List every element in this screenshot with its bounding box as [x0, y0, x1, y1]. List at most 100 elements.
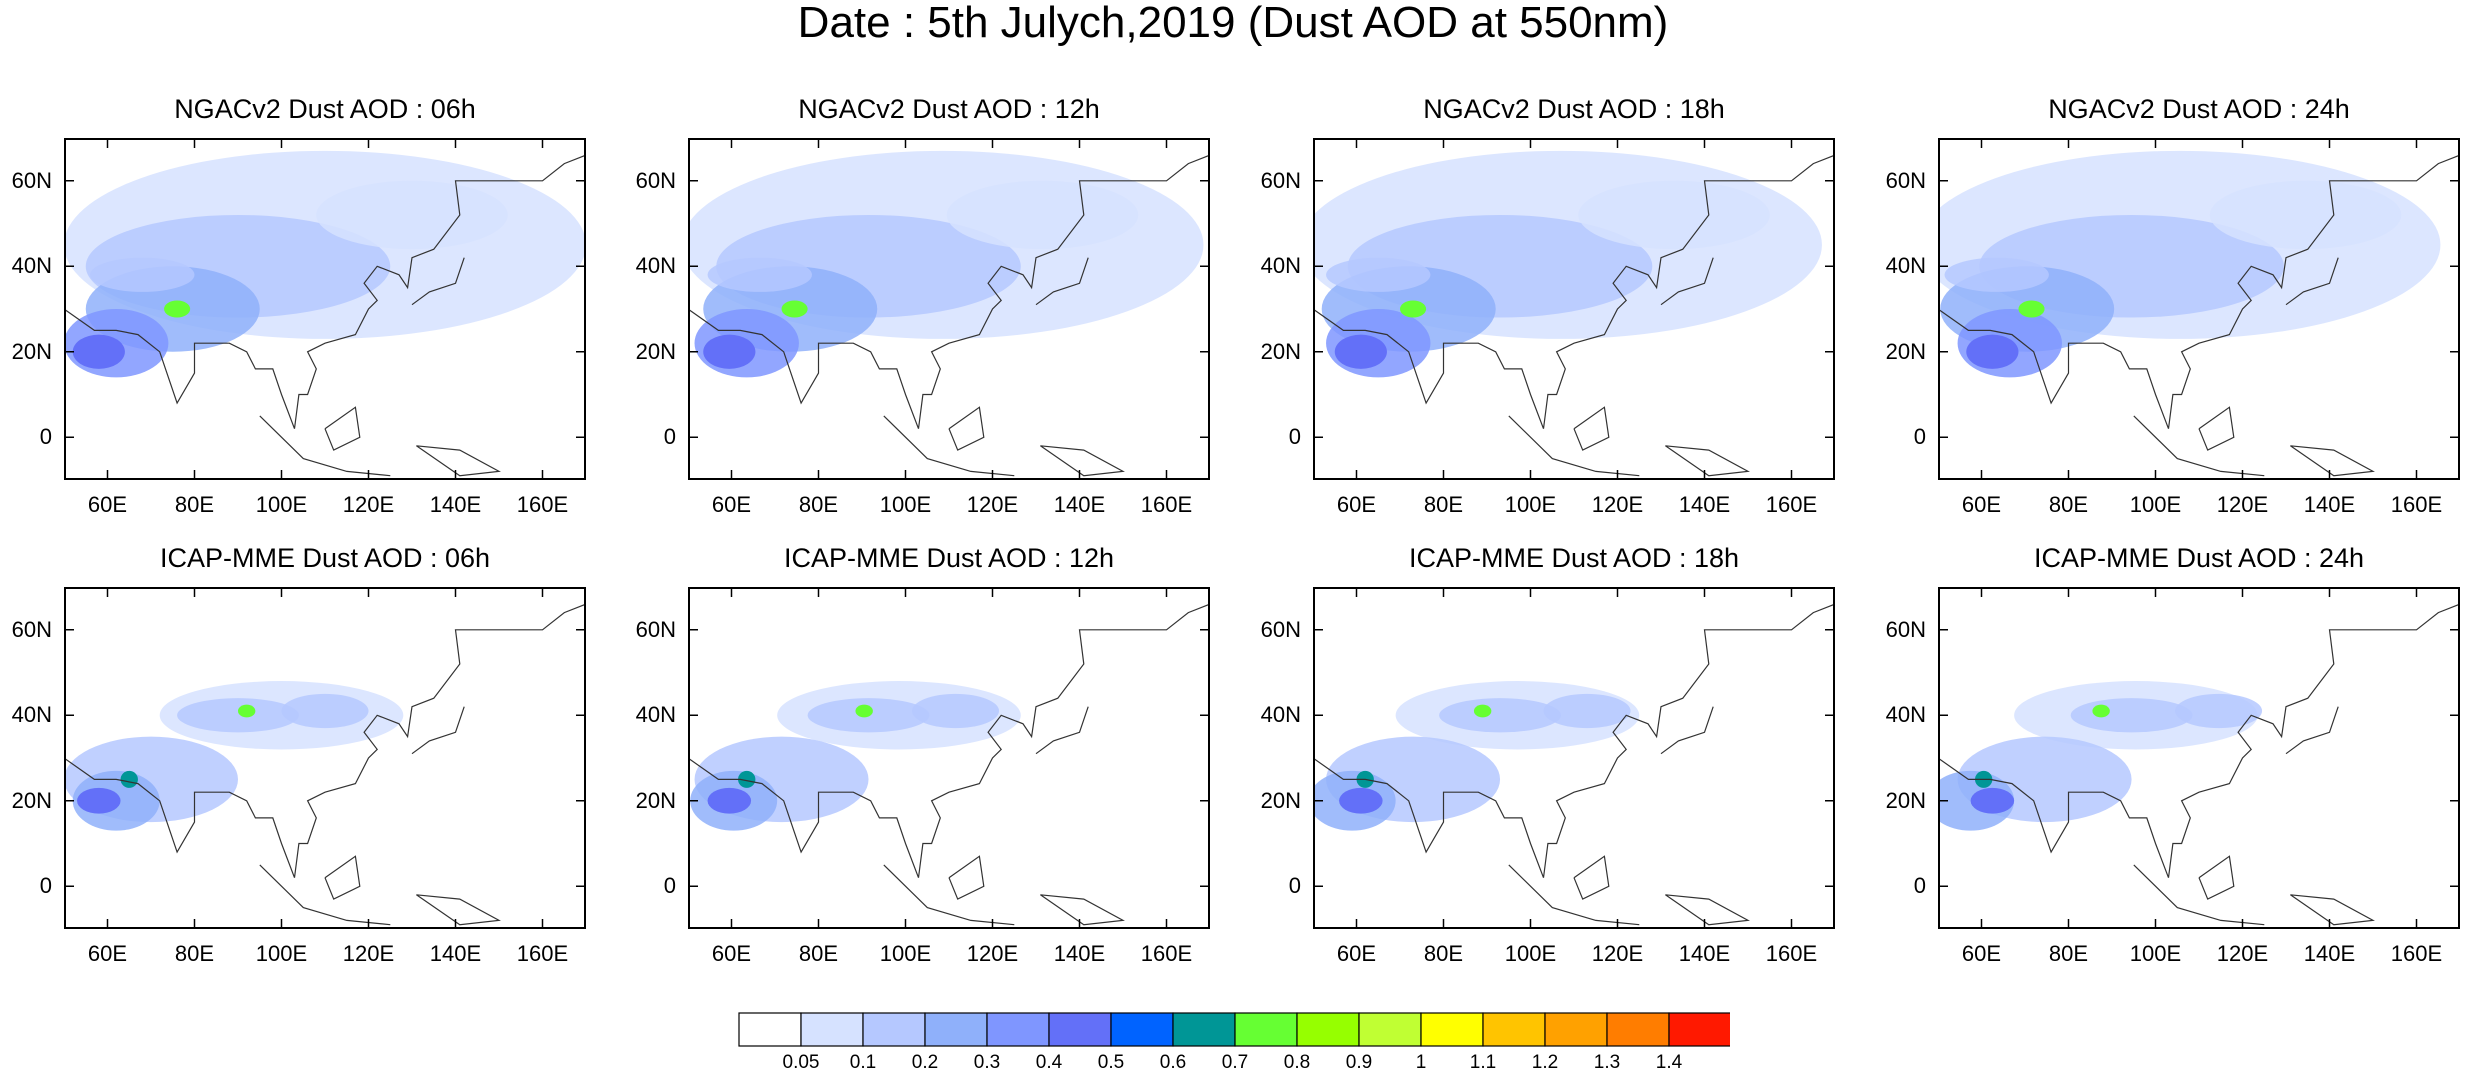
island-outline [324, 855, 361, 900]
lat-tick-label: 40N [635, 253, 676, 279]
map-panel: ICAP-MME Dust AOD : 12h 60N 40N 20N 0 60E 80E 1… [636, 543, 1210, 966]
island-outline [416, 445, 501, 477]
aod-field-patch [1400, 300, 1427, 318]
colorbar-swatch [1420, 1012, 1484, 1047]
lon-tick-label: 100E [255, 941, 308, 966]
dust-aod-map [64, 138, 586, 480]
island-outline [948, 406, 985, 451]
aod-field-patch [912, 693, 1000, 729]
aod-field-patch [781, 300, 808, 318]
coastline [688, 154, 1210, 429]
dust-aod-map [1313, 138, 1835, 480]
coastline [64, 154, 586, 429]
island-outline [324, 406, 361, 451]
coastline [688, 603, 1210, 878]
aod-field-patch [120, 770, 138, 788]
island-outline [948, 855, 985, 900]
aod-field-patch [703, 334, 756, 369]
dust-aod-map [688, 587, 1210, 929]
colorbar-swatch [1482, 1012, 1546, 1047]
aod-field-patch [855, 704, 873, 718]
panel-title: NGACv2 Dust AOD : 18h [1423, 94, 1725, 124]
aod-field-patch [281, 693, 369, 729]
aod-field-patch [707, 257, 812, 292]
island-outline [2198, 855, 2235, 900]
lon-tick-label: 160E [516, 941, 569, 966]
dust-aod-map [1313, 587, 1835, 929]
lon-tick-label: 120E [342, 941, 395, 966]
lon-tick-label: 140E [2303, 492, 2356, 517]
colorbar-swatch [862, 1012, 926, 1047]
colorbar-label: 0.4 [1035, 1052, 1063, 1073]
island-outline [1573, 406, 1610, 451]
map-frame [688, 138, 1210, 480]
figure-title: Date : 5th Julych,2019 (Dust AOD at 550n… [797, 0, 1669, 47]
lon-tick-label: 80E [2048, 941, 2089, 966]
lon-tick-label: 160E [2390, 492, 2443, 517]
colorbar-label: 1 [1415, 1052, 1427, 1073]
lat-tick-label: 0 [1913, 424, 1926, 450]
aod-field-patch [2092, 704, 2110, 718]
aod-field-patch [946, 180, 1139, 250]
colorbar-swatch [800, 1012, 864, 1047]
lon-tick-label: 60E [1336, 492, 1377, 517]
lon-tick-label: 100E [1504, 492, 1557, 517]
island-outline [1660, 257, 1714, 306]
island-outline [411, 706, 465, 755]
aod-field-patch [1473, 704, 1492, 718]
island-outline [1508, 864, 1640, 926]
lon-tick-label: 140E [429, 492, 482, 517]
island-outline [1040, 445, 1125, 477]
lat-tick-label: 60N [635, 616, 676, 642]
island-outline [2290, 445, 2375, 477]
aod-field-patch [2175, 693, 2263, 729]
island-outline [1508, 415, 1640, 477]
lon-tick-label: 120E [2216, 941, 2269, 966]
colorbar-label: 0.8 [1283, 1052, 1311, 1073]
map-panel: ICAP-MME Dust AOD : 24h 60N 40N 20N 0 60E 80E 1… [1886, 543, 2460, 966]
lon-tick-label: 80E [174, 492, 215, 517]
colorbar-swatch [1544, 1012, 1608, 1047]
colorbar-label: 0.5 [1097, 1052, 1125, 1073]
island-outline [1035, 706, 1089, 755]
lon-tick-label: 100E [2129, 941, 2182, 966]
map-frame [64, 138, 586, 480]
panel-title: NGACv2 Dust AOD : 24h [2048, 94, 2350, 124]
lon-tick-label: 60E [1961, 941, 2002, 966]
lon-tick-label: 100E [255, 492, 308, 517]
aod-field-patch [1339, 787, 1383, 814]
lon-tick-label: 140E [1678, 492, 1731, 517]
lon-tick-label: 140E [429, 941, 482, 966]
lat-tick-label: 40N [11, 253, 52, 279]
lon-tick-label: 120E [1591, 941, 1644, 966]
lat-tick-label: 60N [1885, 167, 1926, 193]
colorbar-swatch [1172, 1012, 1236, 1047]
aod-field-patch [2209, 180, 2402, 250]
aod-field-patch [72, 334, 125, 369]
island-outline [1040, 894, 1125, 926]
lat-tick-label: 0 [39, 873, 52, 899]
lon-tick-label: 80E [798, 941, 839, 966]
coastline [1938, 154, 2460, 429]
map-frame [64, 587, 586, 929]
aod-field-patch [2018, 300, 2045, 318]
lon-tick-label: 160E [1140, 941, 1193, 966]
colorbar-swatch [1606, 1012, 1670, 1047]
lat-tick-label: 40N [635, 702, 676, 728]
lat-tick-label: 60N [11, 167, 52, 193]
panel-title: NGACv2 Dust AOD : 12h [798, 94, 1100, 124]
lat-tick-label: 20N [635, 338, 676, 364]
lat-tick-label: 40N [1260, 702, 1301, 728]
island-outline [1035, 257, 1089, 306]
coastline [1938, 603, 2460, 878]
coastline [1313, 154, 1835, 429]
panel-title: NGACv2 Dust AOD : 06h [174, 94, 476, 124]
lon-tick-label: 120E [966, 941, 1019, 966]
lon-tick-label: 160E [1765, 492, 1818, 517]
island-outline [259, 864, 391, 926]
dust-aod-map [1938, 138, 2460, 480]
lat-tick-label: 60N [11, 616, 52, 642]
lon-tick-label: 140E [1053, 492, 1106, 517]
colorbar-label: 0.6 [1159, 1052, 1187, 1073]
colorbar-label: 1.3 [1593, 1052, 1621, 1073]
